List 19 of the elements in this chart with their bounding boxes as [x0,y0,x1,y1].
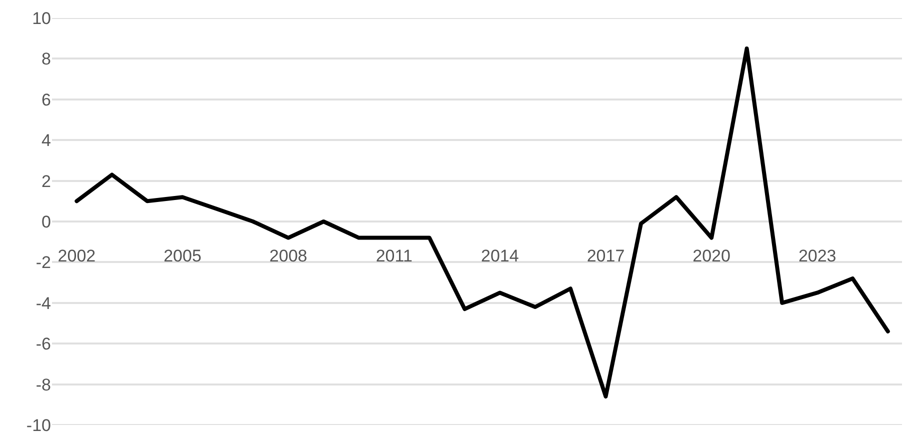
x-tick-label: 2002 [58,246,96,266]
x-tick-label: 2005 [164,246,202,266]
x-tick-label: 2014 [481,246,519,266]
x-tick-label: 2011 [376,246,412,266]
y-tick-label: -8 [36,375,51,394]
x-tick-label: 2023 [798,246,836,266]
y-tick-label: 8 [42,50,51,69]
x-tick-label: 2020 [692,246,730,266]
y-tick-label: 2 [42,172,51,191]
x-tick-label: 2017 [586,246,625,266]
y-tick-label: -4 [36,294,51,313]
y-tick-label: 10 [32,8,51,28]
y-tick-label: -6 [36,334,51,354]
x-tick-label: 2008 [269,246,308,266]
y-tick-label: 4 [42,131,51,150]
y-tick-label: 6 [42,90,51,110]
y-tick-label: 0 [42,212,51,232]
y-tick-label: -2 [36,253,51,272]
y-tick-label: -10 [26,416,51,435]
